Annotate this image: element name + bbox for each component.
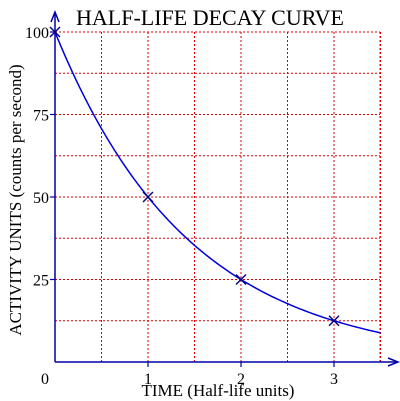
x-tick-label: 2 (237, 371, 245, 388)
chart-title: HALF-LIFE DECAY CURVE (76, 5, 344, 30)
x-tick-label: 3 (330, 371, 338, 388)
data-point-marker (49, 26, 61, 38)
x-tick-label: 0 (41, 371, 49, 388)
x-axis-arrow (387, 357, 400, 367)
tick-labels: 0 1 2 3 25 50 75 100 (25, 25, 338, 388)
y-axis-arrow (50, 9, 60, 23)
marker-stroke (235, 274, 247, 285)
x-axis-label: TIME (Half-life units) (142, 381, 295, 400)
data-point-marker (328, 315, 340, 327)
marker-stroke (142, 191, 154, 203)
series (49, 26, 381, 334)
marker-stroke (328, 315, 340, 327)
y-tick-label: 100 (25, 25, 49, 42)
data-point-marker (235, 274, 247, 285)
axes (50, 9, 400, 367)
y-tick-label: 50 (33, 190, 49, 207)
marker-stroke (49, 26, 61, 38)
y-axis-label: ACTIVITY UNITS (counts per second) (6, 64, 25, 335)
grid (55, 31, 381, 362)
y-tick-label: 75 (33, 108, 49, 125)
data-point-marker (142, 191, 154, 203)
y-tick-label: 25 (33, 273, 49, 290)
x-tick-label: 1 (144, 371, 152, 388)
decay-curve-line (54, 31, 381, 334)
